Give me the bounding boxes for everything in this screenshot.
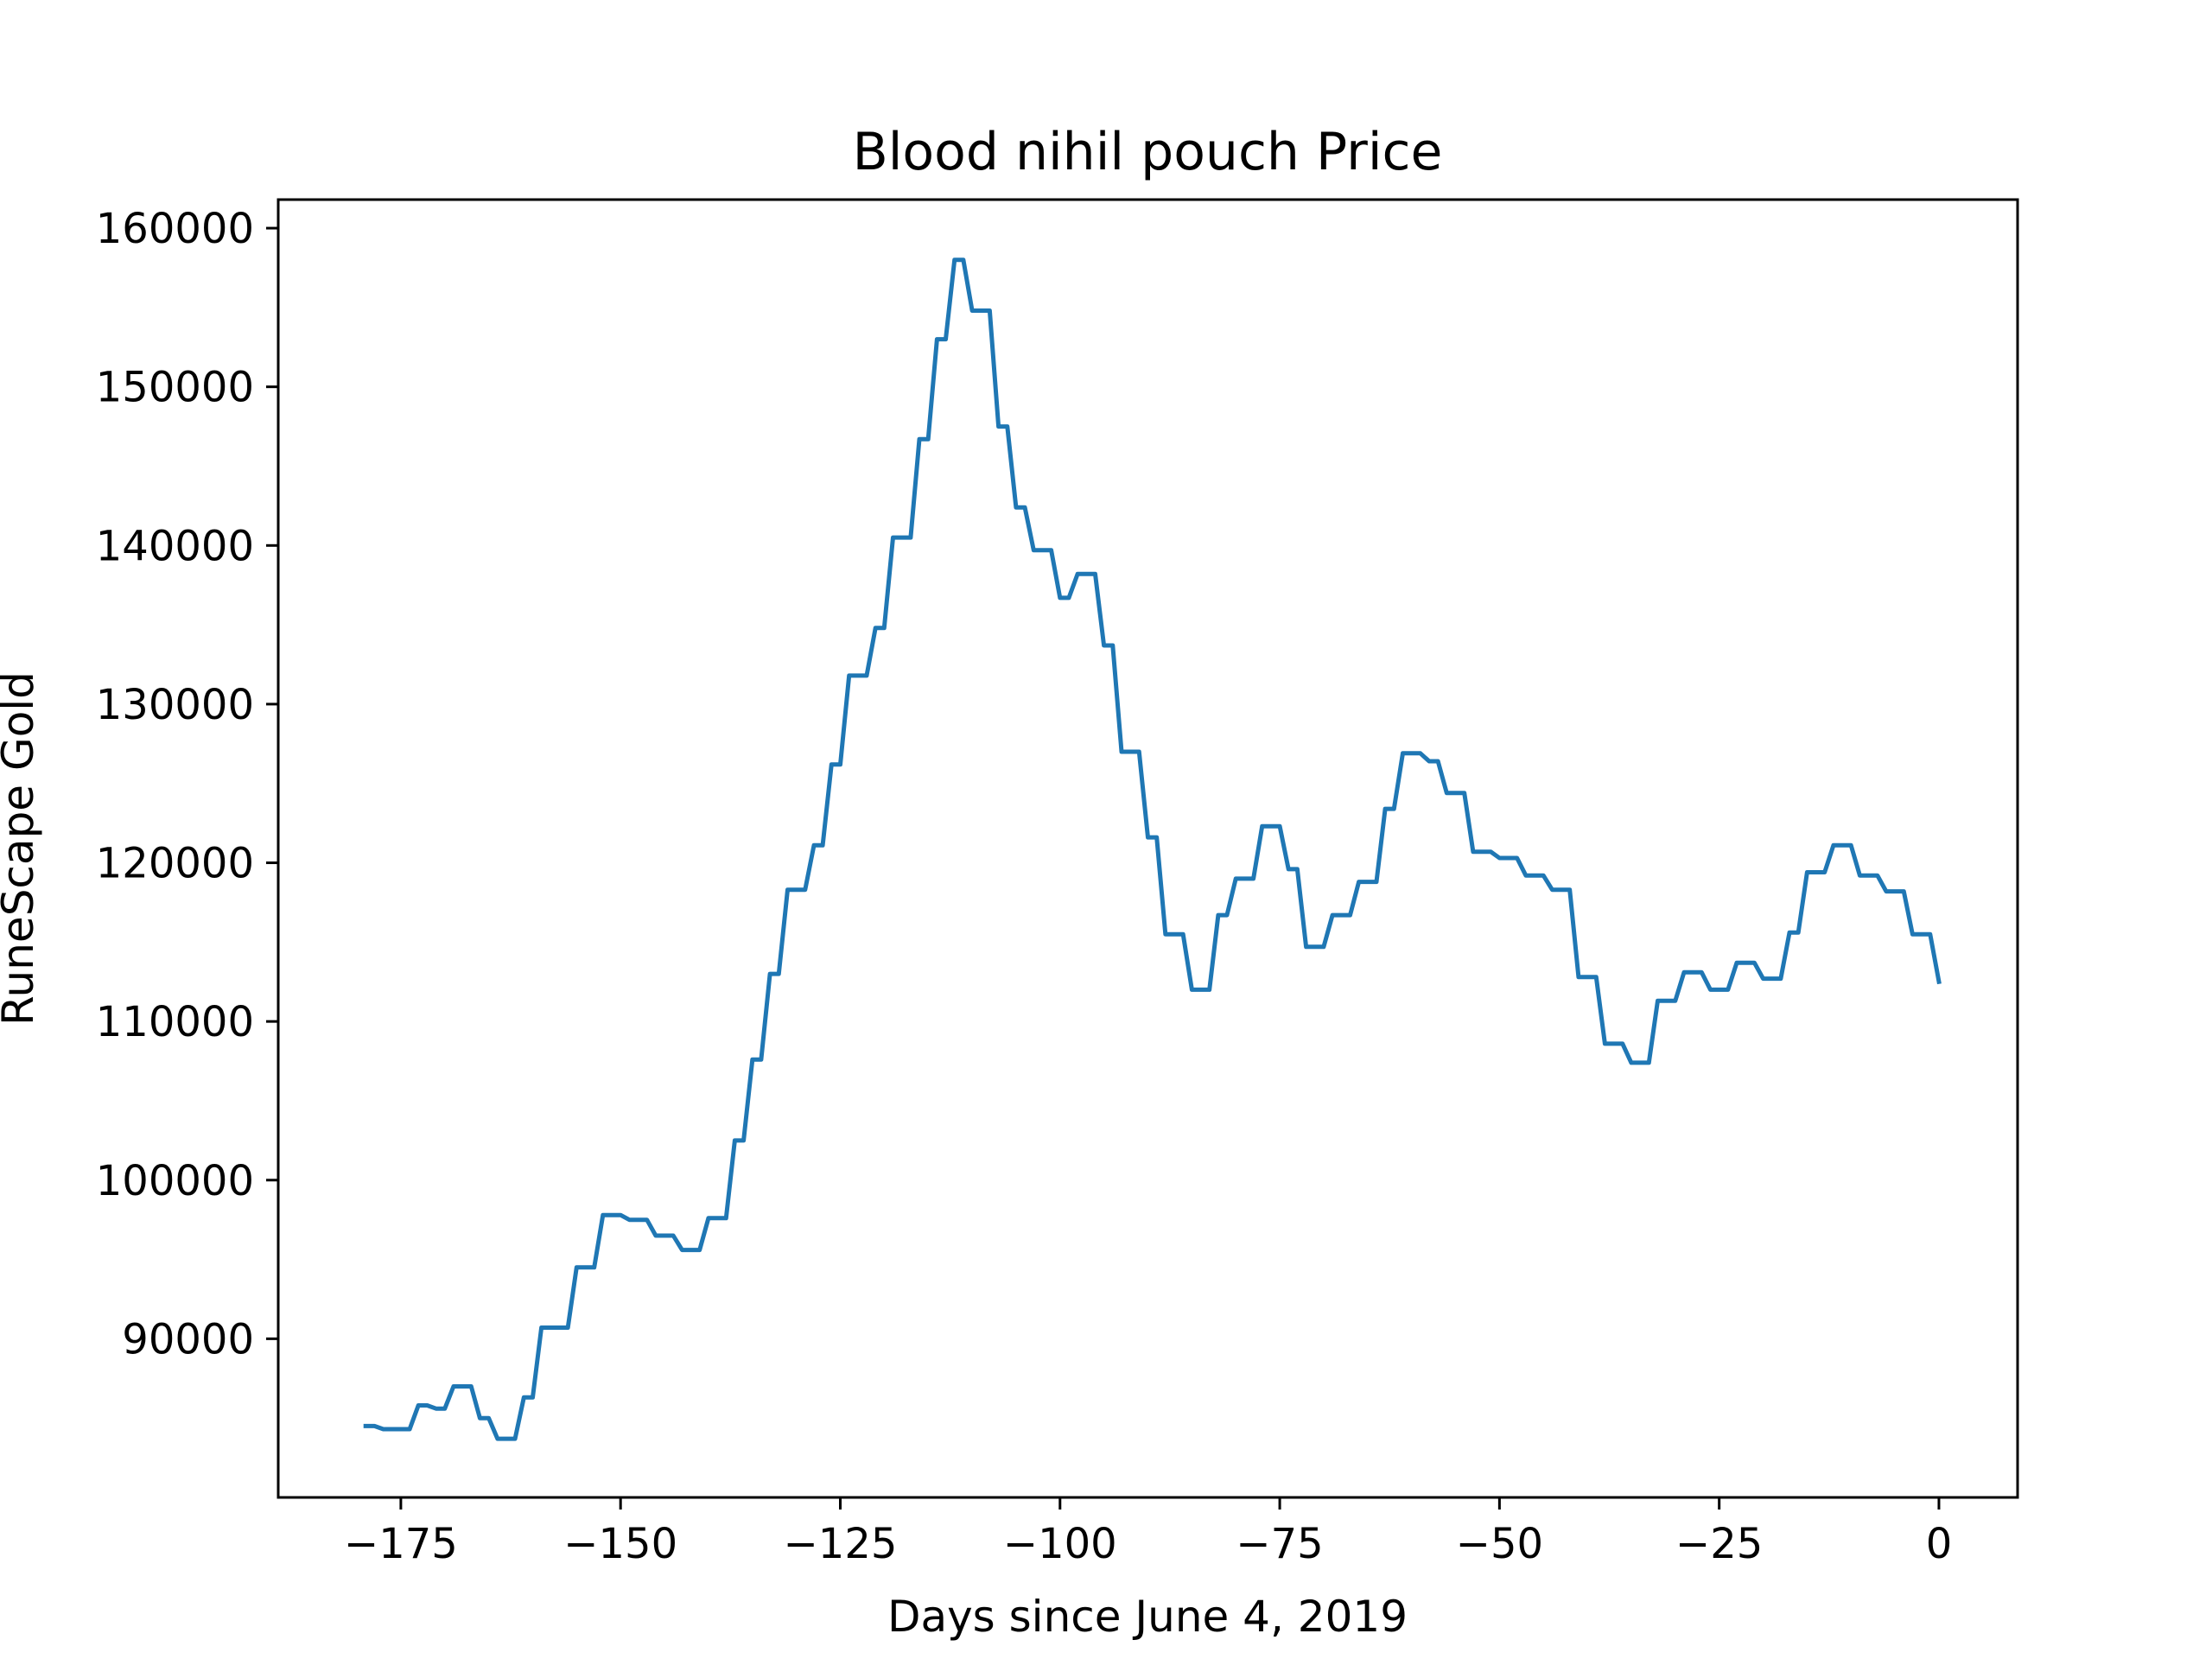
x-axis-label: Days since June 4, 2019 xyxy=(887,1592,1408,1642)
x-axis-ticks: −175 −150 −125 −100 −75 −50 −25 0 xyxy=(344,1497,1952,1568)
x-tick-label: −75 xyxy=(1236,1520,1323,1568)
x-tick-label: −150 xyxy=(563,1520,677,1568)
y-tick-label: 140000 xyxy=(96,522,254,570)
x-tick-label: 0 xyxy=(1926,1520,1953,1568)
x-tick-label: −100 xyxy=(1003,1520,1117,1568)
y-tick-label: 130000 xyxy=(96,681,254,729)
x-tick-label: −25 xyxy=(1675,1520,1763,1568)
x-tick-label: −175 xyxy=(344,1520,458,1568)
x-tick-label: −50 xyxy=(1456,1520,1543,1568)
y-tick-label: 120000 xyxy=(96,840,254,888)
y-tick-label: 160000 xyxy=(96,205,254,253)
x-tick-label: −125 xyxy=(784,1520,898,1568)
y-tick-label: 110000 xyxy=(96,998,254,1046)
plot-frame xyxy=(276,198,2019,1499)
y-axis-label: RuneScape Gold xyxy=(0,671,43,1026)
chart-title: Blood nihil pouch Price xyxy=(853,122,1443,182)
y-tick-label: 100000 xyxy=(96,1157,254,1205)
price-series-line xyxy=(363,257,1942,1441)
plot-layer xyxy=(363,257,1942,1441)
y-tick-label: 90000 xyxy=(122,1315,254,1363)
y-axis-ticks: 90000 100000 110000 120000 130000 140000 15000… xyxy=(96,205,278,1363)
y-tick-label: 150000 xyxy=(96,364,254,412)
